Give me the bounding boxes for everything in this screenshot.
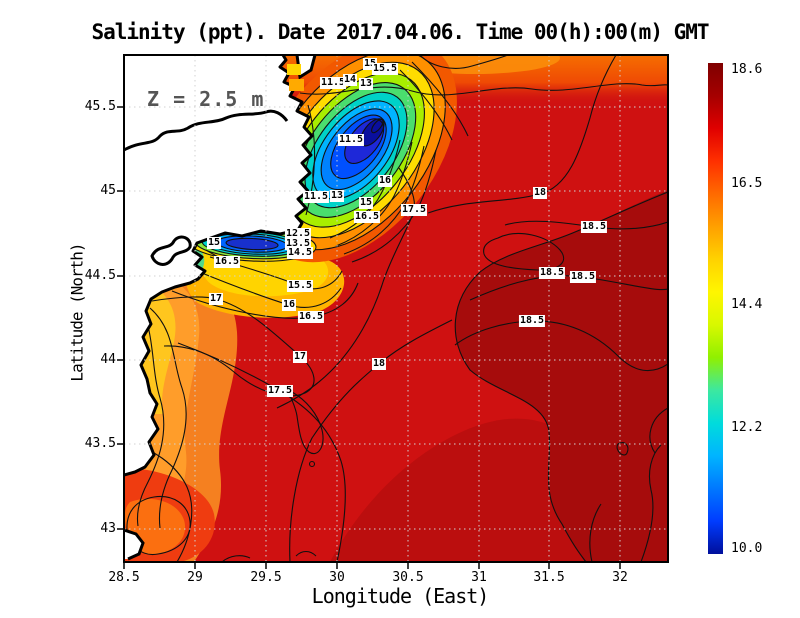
contour-label: 18.5 [580, 221, 608, 233]
lagoon-outline [124, 109, 289, 152]
coastline [124, 55, 314, 477]
contour-label: 17 [292, 351, 308, 363]
contour-label: 15.5 [286, 280, 314, 292]
contour-lines [124, 55, 668, 562]
x-tick-label: 28.5 [108, 570, 140, 585]
x-tick-label: 30.5 [392, 570, 424, 585]
colorbar-tick-label: 18.6 [731, 62, 763, 77]
contour-label: 17.5 [400, 204, 428, 216]
contour-label: 15 [358, 197, 374, 209]
contour-label: 16 [377, 175, 393, 187]
x-tick-label: 31.5 [533, 570, 565, 585]
x-tick-label: 30 [329, 570, 345, 585]
contour-label: 17.5 [266, 385, 294, 397]
land [124, 55, 317, 561]
y-tick-label: 44.5 [84, 268, 116, 283]
y-tick-label: 45 [100, 183, 116, 198]
x-tick-label: 31 [471, 570, 487, 585]
page-title: Salinity (ppt). Date 2017.04.06. Time 00… [91, 20, 709, 44]
x-axis-label: Longitude (East) [311, 584, 490, 608]
colorbar-tick-label: 14.4 [731, 297, 763, 312]
contour-label: 11.5 [337, 134, 365, 146]
contour-label: 14.5 [286, 247, 314, 259]
contour-label: 17 [208, 293, 224, 305]
plot-frame [117, 54, 669, 569]
contour-label: 16 [281, 299, 297, 311]
colorbar-tick-label: 16.5 [731, 176, 763, 191]
contour-label: 12.5 [284, 228, 312, 240]
contour-label: 16.5 [213, 256, 241, 268]
contour-label: 18 [371, 358, 387, 370]
contour-label: 16.5 [353, 211, 381, 223]
x-tick-label: 32 [612, 570, 628, 585]
contour-label: 15.5 [371, 63, 399, 75]
gridlines [124, 55, 668, 562]
lagoon-outline [150, 235, 192, 266]
y-axis-label: Latitude (North) [67, 243, 87, 382]
colorbar-gradient [708, 63, 723, 554]
x-tick-label: 29.5 [250, 570, 282, 585]
y-tick-label: 43 [100, 521, 116, 536]
contour-label: 11.5 [302, 191, 330, 203]
colorbar-tick-label: 10.0 [731, 541, 763, 556]
contour-label: 18.5 [518, 315, 546, 327]
contour-label: 16.5 [297, 311, 325, 323]
contour-label: 11.5 [319, 77, 347, 89]
contour-label: 18 [532, 187, 548, 199]
x-tick-label: 29 [187, 570, 203, 585]
contour-label: 18.5 [569, 271, 597, 283]
y-tick-label: 45.5 [84, 99, 116, 114]
y-tick-label: 43.5 [84, 436, 116, 451]
contour-label: 13 [358, 78, 374, 90]
y-tick-label: 44 [100, 352, 116, 367]
contour-label: 14 [342, 74, 358, 86]
axis-ticks [117, 106, 621, 569]
contour-label: 13 [329, 190, 345, 202]
colorbar-tick-label: 12.2 [731, 420, 763, 435]
contour-label: 15 [206, 237, 222, 249]
depth-annotation: Z = 2.5 m [147, 87, 265, 111]
contour-label: 18.5 [538, 267, 566, 279]
